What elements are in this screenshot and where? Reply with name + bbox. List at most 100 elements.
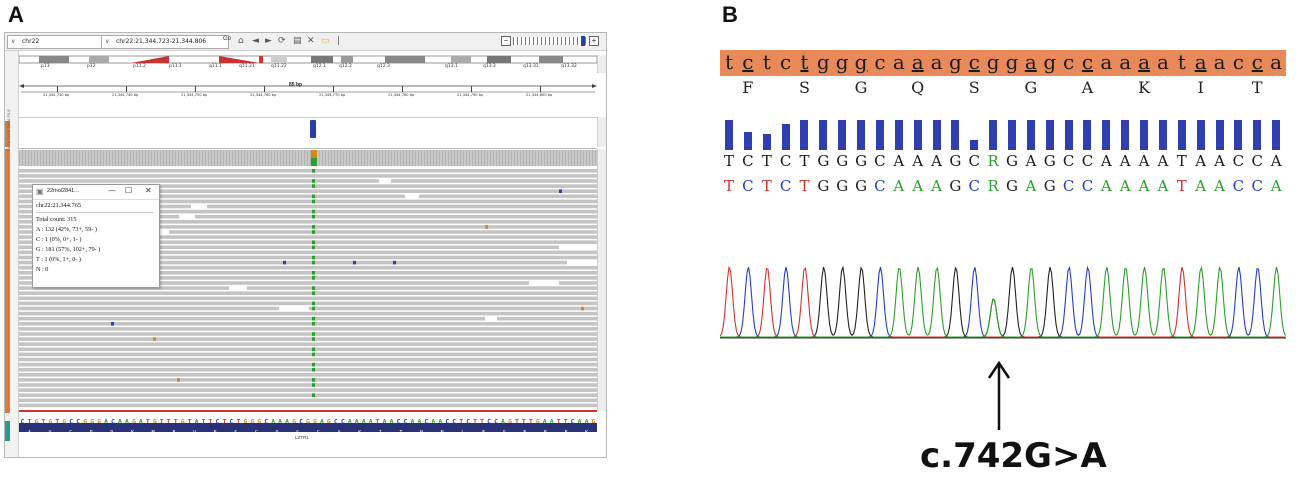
header-base: c [1232, 50, 1244, 74]
coverage-bar [460, 150, 461, 166]
divider [36, 212, 154, 213]
go-button[interactable]: Go [223, 36, 232, 42]
allele-count-popup[interactable]: ▣ 22mol2841... — ☐ ✕ chr22:21.344.765 To… [32, 184, 160, 288]
quality-bar [838, 120, 847, 150]
coverage-bar [508, 150, 509, 166]
coverage-bar [268, 150, 269, 166]
chromosome-ideogram[interactable]: p13 p12 p11.2 p11.1 q11.1 q11.21 q11.22 q12.1 q1… [19, 55, 597, 69]
coverage-bar [565, 150, 566, 166]
read-segment [207, 204, 597, 209]
quality-bar [800, 120, 809, 150]
reference-base: A [438, 418, 442, 426]
coverage-bar [79, 150, 80, 166]
reference-base: T [564, 418, 568, 426]
read-mismatch [312, 286, 315, 290]
amino-acid: G [255, 430, 258, 436]
coverage-bar [307, 150, 308, 166]
zoom-in-button[interactable]: + [589, 36, 599, 46]
read-segment [19, 286, 229, 290]
reference-base: R [987, 177, 999, 195]
coverage-bar [574, 150, 575, 166]
reference-base: C [487, 418, 491, 426]
reference-base: A [1195, 177, 1207, 195]
coverage-bar [34, 150, 35, 166]
coverage-bar [178, 150, 179, 166]
ideogram-band-label: q13.2 [483, 64, 496, 69]
reference-base: A [1270, 177, 1282, 195]
amino-acid-label: S [798, 78, 810, 97]
coverage-bar [238, 150, 239, 166]
coverage-bar [406, 150, 407, 166]
scrollbar[interactable] [597, 149, 606, 411]
amino-acid: E [544, 430, 547, 436]
read-segment [169, 230, 597, 234]
maximize-button[interactable]: ☐ [125, 186, 133, 195]
reference-base: A [125, 418, 129, 426]
variant-marker[interactable] [310, 120, 316, 138]
quality-bar [1215, 120, 1224, 150]
refresh-icon[interactable]: ⟳ [278, 36, 286, 46]
amino-acid: A [28, 430, 31, 436]
back-icon[interactable]: ◄ [252, 36, 259, 46]
reference-base: A [383, 418, 387, 426]
read-mismatch [312, 214, 315, 219]
reference-base: T [27, 418, 31, 426]
zoom-thumb[interactable] [581, 36, 585, 46]
read-mismatch [393, 260, 396, 265]
coverage-bar [136, 150, 137, 166]
igv-browser-window: ∨ chr22 ∨ chr22:21,344,723-21,344,806 Go ⌂… [4, 32, 607, 458]
read-mismatch [312, 271, 315, 275]
ruler-icon[interactable]: ▤ [293, 36, 302, 46]
coverage-bar [184, 150, 185, 166]
scrollbar[interactable] [597, 117, 606, 147]
coverage-bar [295, 150, 296, 166]
coverage-bar [154, 150, 155, 166]
reference-base: T [522, 418, 526, 426]
amino-acid: Q [503, 430, 506, 436]
coverage-bar [58, 150, 59, 166]
coverage-bar [592, 150, 593, 166]
read-segment [419, 194, 597, 199]
close-button[interactable]: ✕ [145, 186, 152, 195]
read-segment [19, 347, 597, 352]
coverage-bar [568, 150, 569, 166]
coverage-bar [499, 150, 500, 166]
coverage-bar [355, 150, 356, 166]
trace-line [720, 265, 1286, 338]
close-icon[interactable]: ✕ [307, 36, 315, 46]
read-mismatch [312, 337, 315, 341]
quality-bar [857, 120, 866, 150]
read-segment [19, 260, 567, 265]
header-base: g [854, 50, 868, 74]
genome-dropdown[interactable]: ∨ chr22 [7, 35, 111, 49]
read-segment [19, 235, 597, 239]
reference-base: G [97, 418, 101, 426]
coverage-bar [244, 150, 245, 166]
zoom-control[interactable]: − + [501, 36, 601, 46]
coverage-bar [496, 150, 497, 166]
locus-input[interactable]: ∨ chr22:21,344,723-21,344,806 [101, 35, 229, 49]
home-icon[interactable]: ⌂ [238, 36, 244, 46]
popup-titlebar[interactable]: ▣ 22mol2841... — ☐ ✕ [33, 185, 159, 200]
forward-icon[interactable]: ► [265, 36, 272, 46]
read-segment [19, 403, 597, 408]
reference-base: A [369, 418, 373, 426]
coverage-bar [277, 150, 278, 166]
coverage-bar [247, 150, 248, 166]
comment-icon[interactable]: ▭ [321, 36, 330, 46]
coverage-bar [205, 150, 206, 166]
ideogram-band-label: q11.21 [239, 64, 255, 69]
track-color-marker [5, 421, 10, 441]
reference-base: G [313, 418, 317, 426]
read-mismatch [312, 184, 315, 188]
coverage-bar [553, 150, 554, 166]
app-icon: ▣ [36, 187, 44, 196]
reference-base: C [76, 418, 80, 426]
scrollbar[interactable] [597, 55, 606, 73]
reference-base: A [355, 418, 359, 426]
read-segment [391, 179, 597, 183]
quality-bar [894, 120, 903, 150]
zoom-slider[interactable] [513, 37, 587, 45]
minimize-button[interactable]: — [108, 186, 116, 195]
zoom-out-button[interactable]: − [501, 36, 511, 46]
